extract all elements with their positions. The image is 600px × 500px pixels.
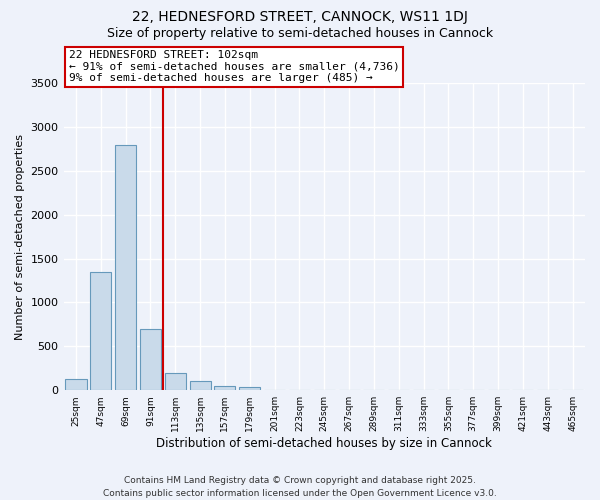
- Bar: [165, 372, 186, 390]
- Text: Size of property relative to semi-detached houses in Cannock: Size of property relative to semi-detach…: [107, 28, 493, 40]
- Bar: [90, 272, 112, 390]
- Bar: [65, 379, 86, 390]
- Bar: [190, 380, 211, 390]
- Bar: [140, 329, 161, 390]
- Text: Contains HM Land Registry data © Crown copyright and database right 2025.
Contai: Contains HM Land Registry data © Crown c…: [103, 476, 497, 498]
- Text: 22, HEDNESFORD STREET, CANNOCK, WS11 1DJ: 22, HEDNESFORD STREET, CANNOCK, WS11 1DJ: [132, 10, 468, 24]
- Text: 22 HEDNESFORD STREET: 102sqm
← 91% of semi-detached houses are smaller (4,736)
9: 22 HEDNESFORD STREET: 102sqm ← 91% of se…: [69, 50, 400, 83]
- Y-axis label: Number of semi-detached properties: Number of semi-detached properties: [15, 134, 25, 340]
- Bar: [239, 386, 260, 390]
- Bar: [115, 144, 136, 390]
- X-axis label: Distribution of semi-detached houses by size in Cannock: Distribution of semi-detached houses by …: [157, 437, 492, 450]
- Bar: [214, 386, 235, 390]
